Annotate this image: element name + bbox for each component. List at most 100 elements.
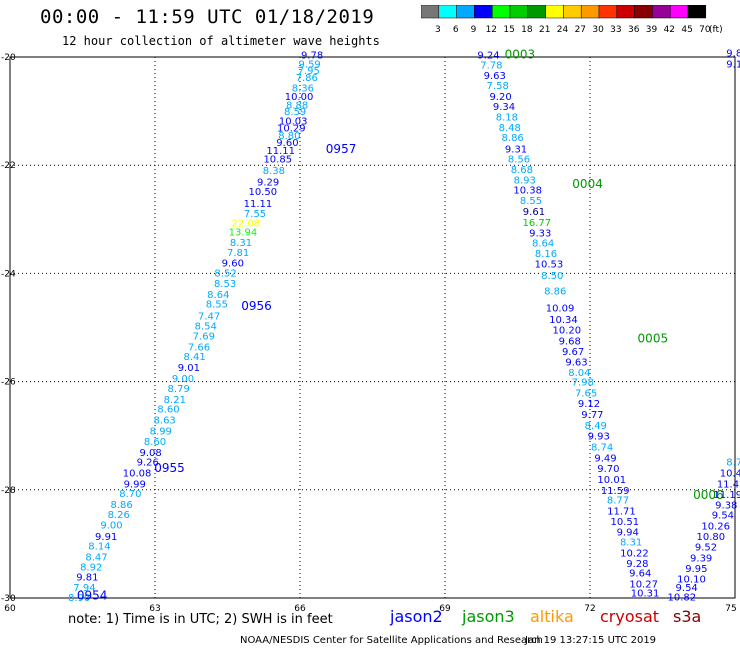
legend-label: 33 <box>610 25 621 35</box>
pass-time-label: 0955 <box>154 461 185 475</box>
wave-height-value: 7.66 <box>188 342 210 353</box>
wave-height-value: 10.38 <box>513 186 542 197</box>
latitude-tick-label: -24 <box>1 269 16 279</box>
longitude-tick-label: 72 <box>584 604 595 612</box>
longitude-tick-label: 66 <box>294 604 306 612</box>
wave-height-value: 22.08 <box>232 219 261 230</box>
wave-height-value: 9.24 <box>477 50 499 61</box>
wave-height-value: 7.58 <box>487 81 509 92</box>
wave-height-value: 7.65 <box>575 388 597 399</box>
pass-time-label: 0006 <box>693 488 724 502</box>
wave-height-value: 8.56 <box>508 155 530 166</box>
mission-label-s3a: s3a <box>673 607 702 626</box>
wave-height-value: 7.86 <box>296 73 318 84</box>
wave-height-value: 11.59 <box>601 486 630 497</box>
wave-height-value: 9.28 <box>626 559 648 570</box>
wave-height-value: 8.60 <box>157 405 179 416</box>
wave-height-value: 7.95 <box>298 66 320 77</box>
legend-label: 24 <box>557 25 569 35</box>
wave-height-value: 10.22 <box>620 549 649 560</box>
wave-height-value: 16.77 <box>523 218 552 229</box>
legend-label: 45 <box>681 25 692 35</box>
longitude-tick-label: 63 <box>149 604 160 612</box>
wave-height-value: 8.68 <box>511 165 533 176</box>
mission-label-jason2: jason2 <box>390 607 443 626</box>
legend-label: 39 <box>646 25 658 35</box>
wave-height-value: 7.98 <box>572 378 594 389</box>
wave-height-value: 9.64 <box>629 569 651 580</box>
wave-height-value: 10.82 <box>668 592 697 603</box>
wave-height-value: 10.01 <box>597 475 626 486</box>
color-legend: 3 6 9 12 15 18 21 24 27 30 33 36 39 42 45 70(ft) <box>421 5 723 35</box>
wave-height-value: 8.88 <box>286 101 308 112</box>
wave-height-value: 8.64 <box>532 239 554 250</box>
wave-height-value: 7.81 <box>227 248 249 259</box>
wave-height-value: 10.29 <box>277 123 306 134</box>
longitude-tick-label: 60 <box>4 604 16 612</box>
wave-height-value: 7.94 <box>73 583 95 594</box>
legend-label: 18 <box>521 25 533 35</box>
wave-height-value: 8.41 <box>184 352 206 363</box>
wave-height-value: 10.45 <box>720 468 740 479</box>
wave-height-value: 10.50 <box>248 187 277 198</box>
wave-height-value: 9.94 <box>617 527 639 538</box>
wave-height-value: 9.61 <box>523 207 545 218</box>
wave-height-value: 8.86 <box>544 287 566 298</box>
wave-height-value: 8.59 <box>284 107 306 118</box>
legend-label: 42 <box>664 25 675 35</box>
wave-height-value: 11.11 <box>266 146 295 157</box>
wave-height-value: 9.49 <box>594 453 616 464</box>
wave-height-value: 8.26 <box>108 510 130 521</box>
satellite-tracks: 9.789.597.957.868.3610.008.888.5910.0310… <box>68 47 740 604</box>
wave-height-value: 7.69 <box>193 332 215 343</box>
longitude-tick-label: 69 <box>439 604 451 612</box>
wave-height-value: 10.51 <box>610 517 639 528</box>
pass-time-label: 0005 <box>638 331 669 345</box>
wave-height-value: 11.19 <box>713 490 740 501</box>
wave-height-value: 8.77 <box>607 496 629 507</box>
wave-height-value: 9.63 <box>484 71 506 82</box>
wave-height-value: 9.93 <box>588 432 610 443</box>
map-subtitle: 12 hour collection of altimeter wave hei… <box>62 34 380 48</box>
wave-height-value: 9.59 <box>299 59 321 70</box>
wave-height-value: 9.39 <box>690 553 712 564</box>
wave-height-value: 9.00 <box>172 374 194 385</box>
longitude-tick-label: 75 <box>725 604 736 612</box>
wave-height-value: 8.55 <box>520 196 542 207</box>
latitude-tick-label: -22 <box>1 161 16 171</box>
wave-height-value: 8.86 <box>502 133 524 144</box>
wave-height-value: 10.53 <box>535 260 564 271</box>
wave-height-value: 9.26 <box>137 458 159 469</box>
wave-height-value: 8.31 <box>230 238 252 249</box>
legend-label: 21 <box>539 25 550 35</box>
wave-height-value: 8.49 <box>585 421 607 432</box>
wave-height-value: 9.60 <box>276 138 298 149</box>
wave-height-value: 9.12 <box>578 399 600 410</box>
wave-height-value: 10.09 <box>546 303 575 314</box>
wave-height-value: 8.64 <box>207 290 229 301</box>
wave-height-value: 9.38 <box>715 500 737 511</box>
wave-height-value: 9.15 <box>726 59 740 70</box>
wave-height-value: 8.48 <box>499 123 521 134</box>
latitude-tick-label: -26 <box>1 378 16 388</box>
wave-height-value: 11.11 <box>244 199 273 210</box>
wave-height-value: 10.26 <box>701 522 730 533</box>
wave-height-value: 9.81 <box>76 572 98 583</box>
wave-height-value: 9.52 <box>695 543 717 554</box>
wave-height-value: 9.70 <box>597 464 619 475</box>
pass-time-label: 0957 <box>326 142 357 156</box>
wave-height-value: 8.54 <box>195 321 217 332</box>
wave-height-value: 10.27 <box>629 579 658 590</box>
wave-height-value: 9.54 <box>712 511 734 522</box>
wave-height-value: 8.92 <box>80 563 102 574</box>
wave-height-value: 9.01 <box>178 363 200 374</box>
legend-label: 15 <box>503 25 514 35</box>
wave-height-value: 10.00 <box>285 92 314 103</box>
wave-height-value: 9.68 <box>559 336 581 347</box>
wave-height-value: 10.34 <box>549 315 578 326</box>
wave-height-value: 8.14 <box>88 542 110 553</box>
wave-height-value: 9.31 <box>505 144 527 155</box>
latitude-tick-label: -28 <box>1 486 16 496</box>
footer-note: note: 1) Time is in UTC; 2) SWH is in fe… <box>68 612 333 627</box>
wave-height-value: 11.71 <box>607 506 636 517</box>
